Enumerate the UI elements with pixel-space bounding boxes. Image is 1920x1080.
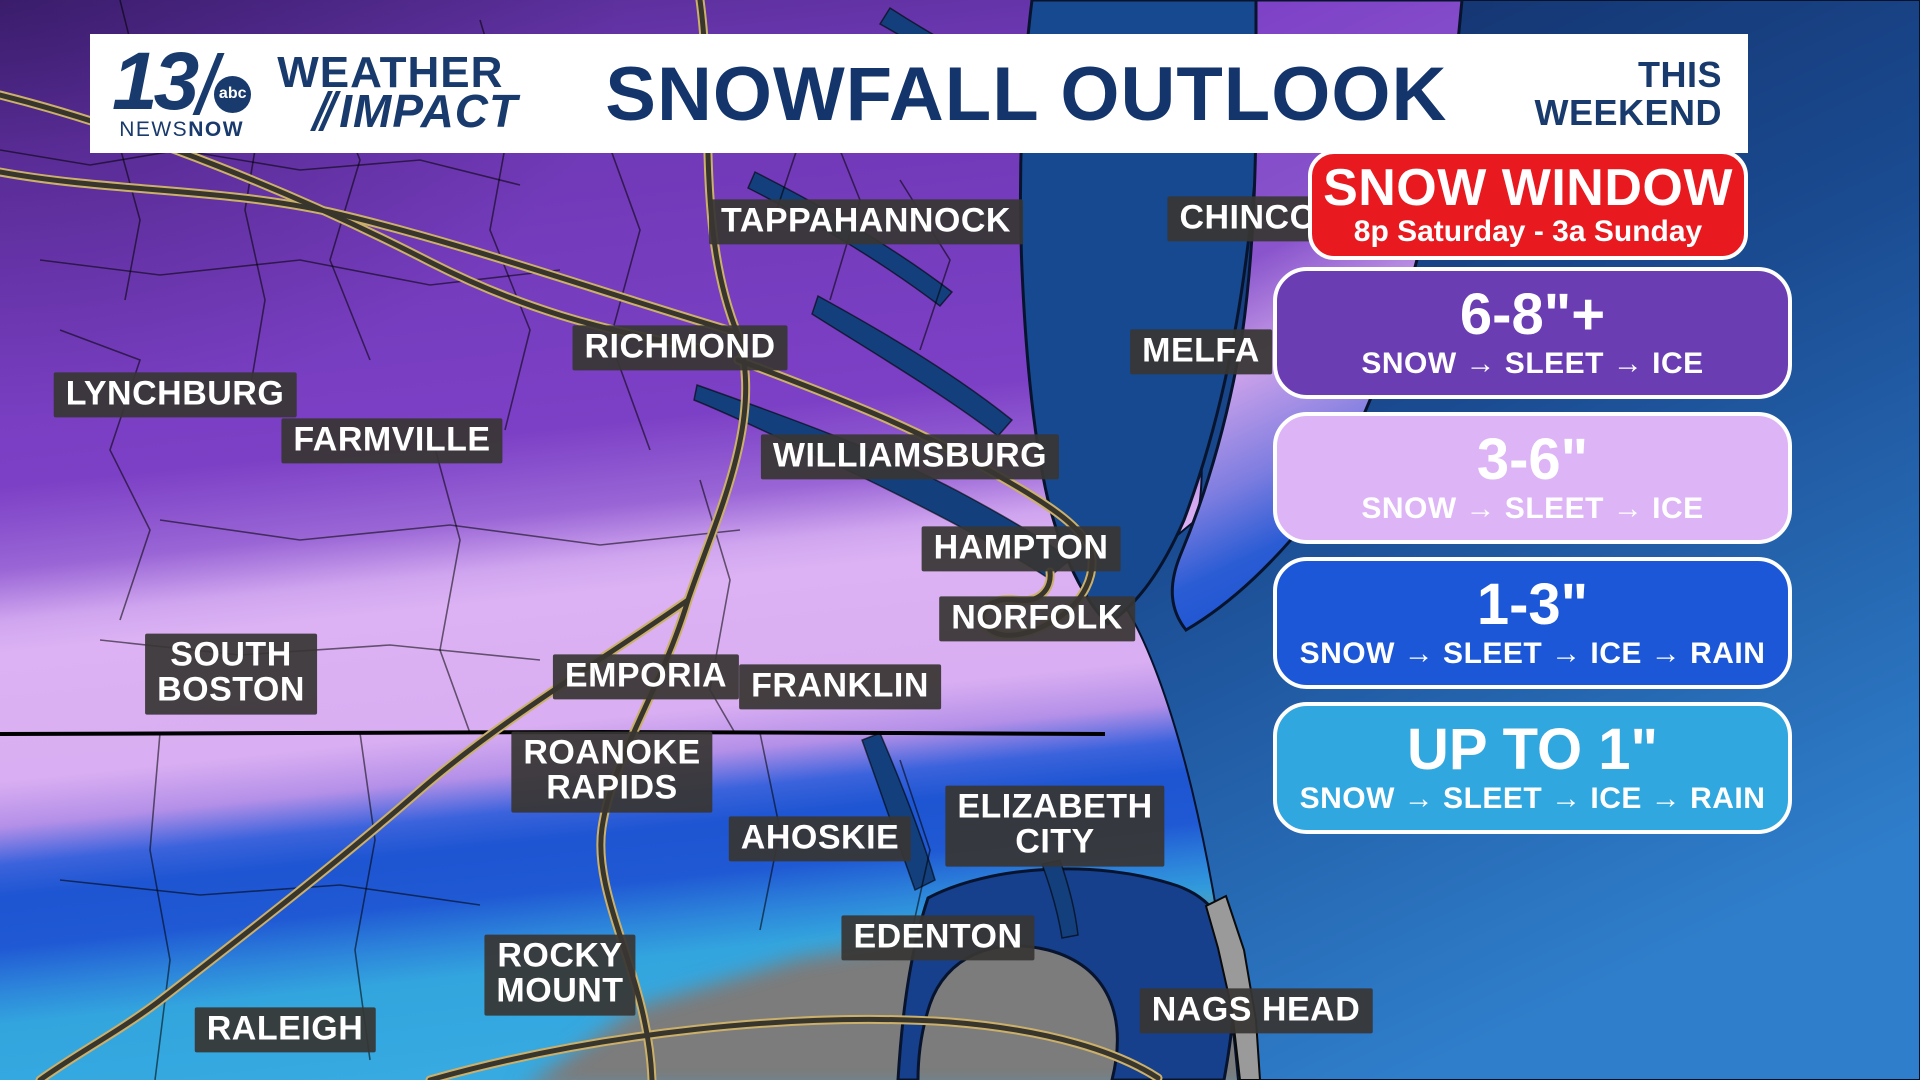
city-label: HAMPTON <box>921 526 1121 572</box>
weather-impact-line2-row: IMPACT <box>310 84 519 137</box>
legend-box-1-3: 1-3" SNOW → SLEET → ICE → RAIN <box>1273 557 1792 689</box>
header-banner: 13 abc NEWSNOW WEATHER IMPACT SNOWFALL O… <box>90 34 1748 153</box>
city-label: FRANKLIN <box>739 664 941 710</box>
city-label: CHINCO <box>1167 196 1329 242</box>
station-logo-row: 13 abc <box>112 36 252 128</box>
timeframe-line2: WEEKEND <box>1534 91 1722 133</box>
abc-network-icon: abc <box>214 75 252 113</box>
city-label: FARMVILLE <box>281 418 503 464</box>
legend-amount: UP TO 1" <box>1406 717 1658 783</box>
city-label: LYNCHBURG <box>53 372 297 418</box>
station-number: 13 <box>112 36 199 128</box>
city-label: SOUTH BOSTON <box>145 633 317 715</box>
snow-window-title: SNOW WINDOW <box>1323 159 1733 218</box>
city-label: TAPPAHANNOCK <box>709 199 1023 245</box>
snowfall-legend: 6-8"+ SNOW → SLEET → ICE 3-6" SNOW → SLE… <box>1273 267 1792 847</box>
city-label: RICHMOND <box>572 325 788 371</box>
city-label: EDENTON <box>841 915 1035 961</box>
city-label: RALEIGH <box>194 1007 376 1053</box>
legend-transition: SNOW → SLEET → ICE <box>1361 492 1704 526</box>
legend-box-3-6: 3-6" SNOW → SLEET → ICE <box>1273 412 1792 544</box>
station-name-now: NOW <box>188 117 245 141</box>
timeframe-line1: THIS <box>1637 53 1722 95</box>
city-label: ROANOKE RAPIDS <box>511 731 713 813</box>
snow-window-callout: SNOW WINDOW 8p Saturday - 3a Sunday <box>1308 150 1748 260</box>
station-logo: 13 abc NEWSNOW <box>112 36 252 142</box>
timeframe-label: THIS WEEKEND <box>1534 53 1722 133</box>
city-label: MELFA <box>1130 329 1272 375</box>
city-label: WILLIAMSBURG <box>760 434 1060 480</box>
weather-impact-line2: IMPACT <box>339 84 519 137</box>
legend-transition: SNOW → SLEET → ICE → RAIN <box>1299 637 1766 671</box>
weather-impact-logo: WEATHER IMPACT <box>277 47 519 137</box>
legend-amount: 1-3" <box>1476 572 1589 638</box>
city-label: NAGS HEAD <box>1139 988 1373 1034</box>
city-label: AHOSKIE <box>728 816 912 862</box>
legend-amount: 3-6" <box>1476 427 1589 493</box>
legend-transition: SNOW → SLEET → ICE <box>1361 347 1704 381</box>
city-label: EMPORIA <box>552 654 740 700</box>
page-title: SNOWFALL OUTLOOK <box>605 52 1448 137</box>
legend-transition: SNOW → SLEET → ICE → RAIN <box>1299 782 1766 816</box>
city-label: ELIZABETH CITY <box>945 785 1165 867</box>
weather-impact-line1: WEATHER <box>277 47 504 97</box>
outer-banks <box>1204 894 1262 1080</box>
legend-box-up-to-1: UP TO 1" SNOW → SLEET → ICE → RAIN <box>1273 702 1792 834</box>
city-label: NORFOLK <box>939 596 1135 642</box>
legend-box-6-8: 6-8"+ SNOW → SLEET → ICE <box>1273 267 1792 399</box>
station-name-news: NEWS <box>119 117 189 141</box>
station-name: NEWSNOW <box>119 118 244 142</box>
snow-window-time-range: 8p Saturday - 3a Sunday <box>1353 215 1703 249</box>
city-label: ROCKY MOUNT <box>484 934 636 1016</box>
legend-amount: 6-8"+ <box>1459 282 1606 348</box>
